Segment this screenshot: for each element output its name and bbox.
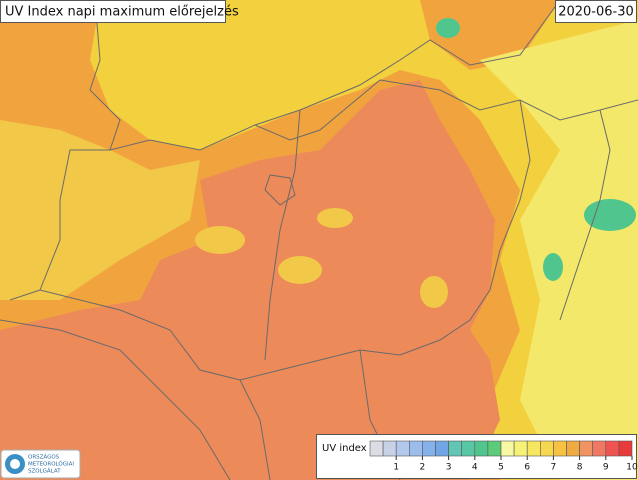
legend-swatch bbox=[461, 440, 476, 457]
legend-tick-label: 7 bbox=[551, 463, 557, 473]
legend-swatch bbox=[500, 440, 515, 457]
legend-swatch bbox=[369, 440, 384, 457]
legend-swatch bbox=[618, 440, 633, 457]
legend-tick-label: 4 bbox=[472, 463, 478, 473]
logo: ORSZÁGOS METEOROLÓGIAI SZOLGÁLAT bbox=[0, 449, 81, 479]
legend-tick-label: 3 bbox=[446, 463, 452, 473]
legend-swatch bbox=[513, 440, 528, 457]
legend-swatch bbox=[605, 440, 620, 457]
legend-tick-label: 5 bbox=[498, 463, 504, 473]
date-box: 2020-06-30 bbox=[555, 0, 637, 23]
logo-text: METEOROLÓGIAI bbox=[28, 461, 74, 468]
title-frame bbox=[0, 0, 226, 23]
legend-swatch bbox=[566, 440, 580, 457]
map-title: UV Index napi maximum előrejelzés bbox=[5, 5, 239, 20]
legend-tick-label: 1 bbox=[393, 463, 399, 473]
legend-tick-label: 10 bbox=[626, 463, 638, 473]
legend-tick-label: 9 bbox=[603, 463, 609, 473]
legend-swatch bbox=[526, 440, 541, 457]
date-frame bbox=[555, 0, 637, 23]
legend-swatch bbox=[474, 440, 489, 457]
legend-swatch bbox=[553, 440, 567, 457]
logo-text: ORSZÁGOS bbox=[28, 454, 60, 461]
legend: UV index 1 2 3 4 5 6 7 8 9 10 bbox=[316, 434, 638, 479]
legend-swatch bbox=[592, 440, 607, 457]
legend-swatch bbox=[579, 440, 593, 457]
legend-swatch bbox=[448, 440, 463, 457]
legend-tick-label: 2 bbox=[420, 463, 426, 473]
legend-swatch bbox=[382, 440, 397, 457]
logo-icon-center bbox=[10, 459, 20, 469]
logo-text: SZOLGÁLAT bbox=[28, 468, 61, 475]
legend-swatch bbox=[487, 440, 502, 457]
legend-tick-label: 6 bbox=[524, 463, 530, 473]
map-date: 2020-06-30 bbox=[558, 5, 634, 20]
legend-swatch bbox=[408, 440, 423, 457]
legend-swatch bbox=[435, 440, 449, 457]
legend-tick-label: 8 bbox=[577, 463, 583, 473]
legend-title: UV index bbox=[322, 443, 367, 454]
title-box: UV Index napi maximum előrejelzés bbox=[0, 0, 239, 23]
legend-swatch bbox=[539, 440, 554, 457]
legend-swatch bbox=[395, 440, 410, 457]
legend-swatch bbox=[422, 440, 436, 457]
